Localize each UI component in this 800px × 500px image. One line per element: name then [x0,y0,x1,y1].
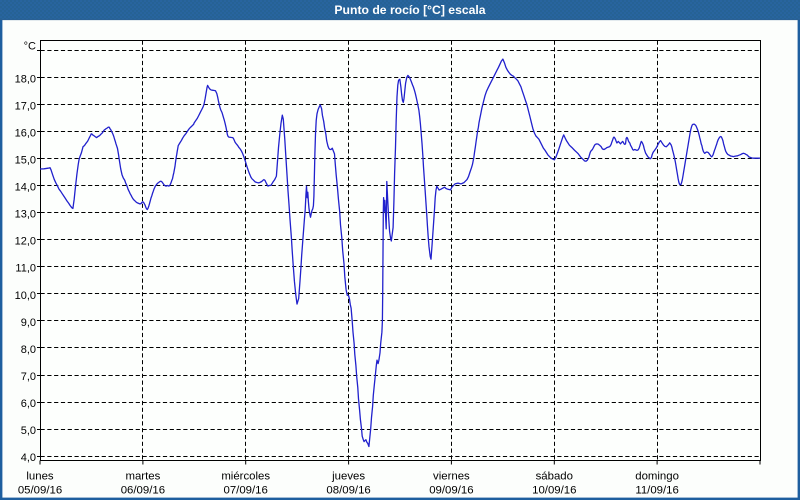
svg-text:11/09/16: 11/09/16 [635,485,679,497]
svg-text:jueves: jueves [331,470,365,482]
svg-text:13,0: 13,0 [15,209,36,221]
svg-text:5,0: 5,0 [21,425,36,437]
svg-text:martes: martes [125,470,160,482]
svg-text:16,0: 16,0 [15,127,36,139]
svg-text:17,0: 17,0 [15,100,36,112]
svg-text:9,0: 9,0 [21,317,36,329]
svg-text:08/09/16: 08/09/16 [326,485,370,497]
svg-text:sábado: sábado [536,470,573,482]
svg-text:14,0: 14,0 [15,182,36,194]
svg-text:4,0: 4,0 [21,452,36,464]
svg-text:10,0: 10,0 [15,290,36,302]
svg-text:12,0: 12,0 [15,236,36,248]
svg-text:7,0: 7,0 [21,371,36,383]
svg-text:Punto de rocío [°C] escala: Punto de rocío [°C] escala [334,3,485,17]
svg-text:6,0: 6,0 [21,398,36,410]
svg-text:10/09/16: 10/09/16 [532,485,576,497]
svg-text:06/09/16: 06/09/16 [121,485,165,497]
svg-text:°C: °C [24,41,36,53]
svg-text:11,0: 11,0 [15,263,36,275]
svg-text:lunes: lunes [26,470,54,482]
svg-text:07/09/16: 07/09/16 [224,485,268,497]
svg-text:09/09/16: 09/09/16 [429,485,473,497]
svg-text:05/09/16: 05/09/16 [18,485,62,497]
svg-text:8,0: 8,0 [21,344,36,356]
svg-text:15,0: 15,0 [15,155,36,167]
svg-text:18,0: 18,0 [15,73,36,85]
svg-text:viernes: viernes [433,470,470,482]
svg-text:domingo: domingo [635,470,679,482]
svg-text:miércoles: miércoles [221,470,270,482]
